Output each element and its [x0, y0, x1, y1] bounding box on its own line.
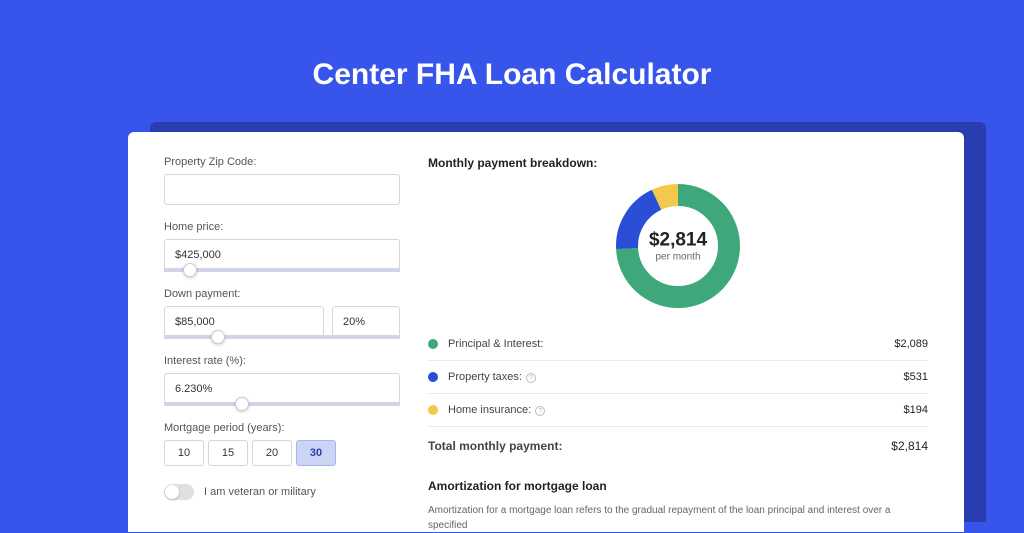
home-price-field-group: Home price: [164, 221, 400, 272]
amortization-title: Amortization for mortgage loan [428, 479, 928, 493]
home-price-label: Home price: [164, 221, 400, 233]
legend-value: $531 [904, 371, 928, 383]
interest-rate-field-group: Interest rate (%): [164, 355, 400, 406]
donut-chart: $2,814 per month [428, 182, 928, 310]
amortization-text: Amortization for a mortgage loan refers … [428, 503, 928, 533]
period-btn-20[interactable]: 20 [252, 440, 292, 466]
interest-rate-input[interactable] [164, 373, 400, 404]
period-btn-15[interactable]: 15 [208, 440, 248, 466]
donut-center: $2,814 per month [649, 230, 707, 263]
down-payment-pct-input[interactable] [332, 306, 400, 337]
amortization-section: Amortization for mortgage loan Amortizat… [428, 479, 928, 533]
down-payment-input[interactable] [164, 306, 324, 337]
down-payment-label: Down payment: [164, 288, 400, 300]
legend-row: Home insurance:?$194 [428, 394, 928, 427]
page-title: Center FHA Loan Calculator [0, 0, 1024, 122]
interest-rate-label: Interest rate (%): [164, 355, 400, 367]
legend-dot [428, 339, 438, 349]
total-value: $2,814 [891, 439, 928, 453]
total-row: Total monthly payment: $2,814 [428, 427, 928, 465]
veteran-toggle-knob [165, 485, 179, 499]
zip-input[interactable] [164, 174, 400, 205]
mortgage-period-label: Mortgage period (years): [164, 422, 400, 434]
period-btn-10[interactable]: 10 [164, 440, 204, 466]
home-price-slider[interactable] [164, 268, 400, 272]
info-icon[interactable]: ? [526, 373, 536, 383]
home-price-slider-thumb[interactable] [183, 263, 197, 277]
legend-label: Property taxes:? [448, 371, 904, 383]
legend-dot [428, 372, 438, 382]
home-price-input[interactable] [164, 239, 400, 270]
veteran-toggle-row: I am veteran or military [164, 484, 400, 500]
down-payment-field-group: Down payment: [164, 288, 400, 339]
zip-field-group: Property Zip Code: [164, 156, 400, 205]
legend-value: $194 [904, 404, 928, 416]
mortgage-period-field-group: Mortgage period (years): 10 15 20 30 [164, 422, 400, 466]
interest-rate-slider[interactable] [164, 402, 400, 406]
donut-segment-home_insurance [657, 195, 678, 200]
legend-value: $2,089 [894, 338, 928, 350]
zip-label: Property Zip Code: [164, 156, 400, 168]
legend-row: Principal & Interest:$2,089 [428, 328, 928, 361]
legend-row: Property taxes:?$531 [428, 361, 928, 394]
down-payment-slider-thumb[interactable] [211, 330, 225, 344]
total-label: Total monthly payment: [428, 439, 891, 453]
breakdown-title: Monthly payment breakdown: [428, 156, 928, 170]
period-btn-30[interactable]: 30 [296, 440, 336, 466]
interest-rate-slider-thumb[interactable] [235, 397, 249, 411]
donut-amount: $2,814 [649, 230, 707, 252]
down-payment-slider[interactable] [164, 335, 400, 339]
donut-sub: per month [649, 252, 707, 263]
calculator-card: Property Zip Code: Home price: Down paym… [128, 132, 964, 532]
legend-dot [428, 405, 438, 415]
legend-label: Home insurance:? [448, 404, 904, 416]
veteran-toggle-label: I am veteran or military [204, 486, 316, 498]
info-icon[interactable]: ? [535, 406, 545, 416]
form-column: Property Zip Code: Home price: Down paym… [164, 156, 400, 508]
breakdown-column: Monthly payment breakdown: $2,814 per mo… [428, 156, 928, 508]
veteran-toggle[interactable] [164, 484, 194, 500]
mortgage-period-buttons: 10 15 20 30 [164, 440, 400, 466]
legend-label: Principal & Interest: [448, 338, 894, 350]
